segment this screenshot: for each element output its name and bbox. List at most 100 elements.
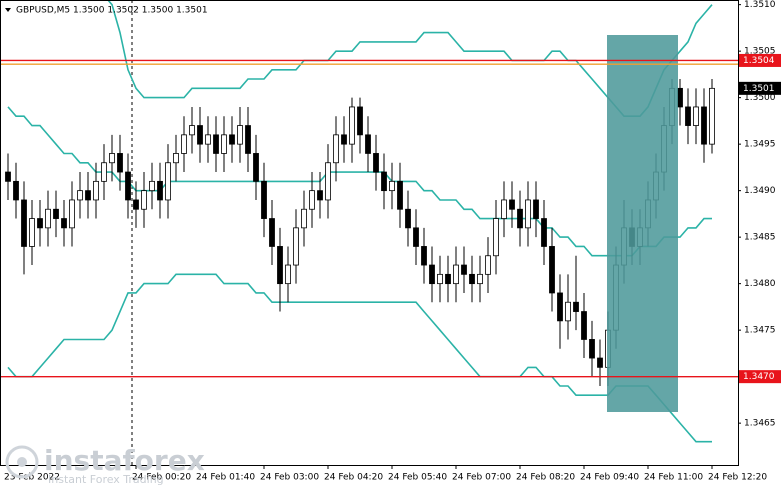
candle-body — [53, 208, 59, 219]
watermark-brand: instaforex — [44, 444, 205, 477]
candle-body — [157, 180, 163, 201]
candle-body — [597, 357, 603, 368]
candle-body — [13, 180, 19, 201]
candle-body — [221, 134, 227, 154]
candle-body — [269, 218, 275, 247]
candle-body — [349, 106, 355, 145]
y-tick-label: 1.3475 — [744, 326, 776, 336]
x-tick-label: 23 Feb 2022 — [4, 473, 60, 483]
candle-body — [285, 264, 291, 285]
watermark-logo-dot — [17, 457, 27, 467]
x-tick-label: 24 Feb 09:40 — [580, 473, 639, 483]
candle-body — [373, 153, 379, 173]
candle-body — [197, 125, 203, 145]
candle-body — [293, 227, 299, 266]
y-tick-label: 1.3495 — [744, 140, 776, 150]
last-price-box — [739, 81, 781, 95]
bollinger-upper — [107, 1, 713, 117]
candle-body — [309, 190, 315, 210]
x-tick-label: 24 Feb 05:40 — [388, 473, 447, 483]
candle-body — [333, 134, 339, 164]
y-tick-label: 1.3490 — [744, 186, 776, 196]
candle-body — [413, 227, 419, 247]
y-tick-label: 1.3465 — [744, 419, 776, 429]
candle-body — [149, 180, 155, 192]
level-label: 1.3504 — [743, 56, 775, 66]
y-tick-label: 1.3505 — [744, 47, 776, 57]
candle-body — [469, 273, 475, 285]
plot-frame — [0, 0, 739, 466]
candle-body — [133, 199, 139, 210]
candle-body — [381, 171, 387, 192]
candle-body — [229, 134, 235, 145]
x-tick-label: 24 Feb 01:40 — [196, 473, 255, 483]
candle-body — [565, 301, 571, 322]
candle-body — [541, 218, 547, 247]
candle-body — [237, 125, 243, 145]
chart-title: GBPUSD,M5 1.3500 1.3502 1.3500 1.3501 — [16, 6, 208, 16]
candle-body — [301, 208, 307, 229]
x-tick-label: 24 Feb 11:00 — [644, 473, 703, 483]
menu-arrow — [5, 8, 11, 12]
candle-body — [277, 246, 283, 285]
candle-body — [589, 339, 595, 359]
candle-body — [501, 199, 507, 219]
candle-body — [389, 180, 395, 192]
x-tick-label: 24 Feb 03:00 — [260, 473, 319, 483]
candle-body — [509, 199, 515, 210]
y-tick-label: 1.3500 — [744, 93, 776, 103]
plot-area — [1, 1, 738, 465]
bollinger-lower — [7, 273, 712, 443]
candle-body — [317, 190, 323, 201]
candle-body — [693, 106, 699, 126]
candle-body — [61, 218, 67, 229]
candle-body — [261, 180, 267, 219]
candle-body — [5, 171, 11, 182]
candle-body — [461, 264, 467, 275]
level-box — [739, 53, 781, 67]
y-tick-label: 1.3480 — [744, 279, 776, 289]
y-tick-label: 1.3485 — [744, 233, 776, 243]
candle-body — [29, 218, 35, 247]
candle-body — [421, 246, 427, 266]
candle-body — [109, 153, 115, 164]
candle-body — [357, 106, 363, 136]
highlight-zone — [607, 35, 678, 412]
x-tick-label: 24 Feb 08:20 — [516, 473, 575, 483]
candle-body — [677, 87, 683, 108]
candle-body — [557, 292, 563, 322]
candle-body — [533, 199, 539, 219]
candle-body — [517, 208, 523, 229]
candle-body — [493, 218, 499, 257]
candle-body — [253, 153, 259, 182]
candle-body — [69, 199, 75, 229]
candle-body — [437, 273, 443, 285]
last-price-label: 1.3501 — [743, 84, 775, 94]
x-tick-label: 24 Feb 07:00 — [452, 473, 511, 483]
candle-body — [117, 153, 123, 173]
candle-body — [405, 208, 411, 229]
candle-body — [45, 208, 51, 229]
candle-body — [685, 106, 691, 126]
candle-body — [101, 162, 107, 182]
candle-body — [573, 301, 579, 312]
x-tick-label: 24 Feb 04:20 — [324, 473, 383, 483]
candle-body — [477, 273, 483, 285]
candle-body — [189, 125, 195, 136]
candle-body — [701, 106, 707, 145]
x-tick-label: 24 Feb 12:20 — [708, 473, 767, 483]
candle-body — [205, 134, 211, 145]
candle-body — [21, 199, 27, 247]
candle-body — [77, 190, 83, 201]
candle-body — [125, 171, 131, 201]
x-tick-label: 24 Feb 00:20 — [132, 473, 191, 483]
level-box — [739, 370, 781, 384]
candle-body — [485, 255, 491, 275]
candle-body — [93, 180, 99, 201]
candle-body — [549, 246, 555, 294]
candle-body — [525, 199, 531, 229]
candle-body — [325, 162, 331, 201]
